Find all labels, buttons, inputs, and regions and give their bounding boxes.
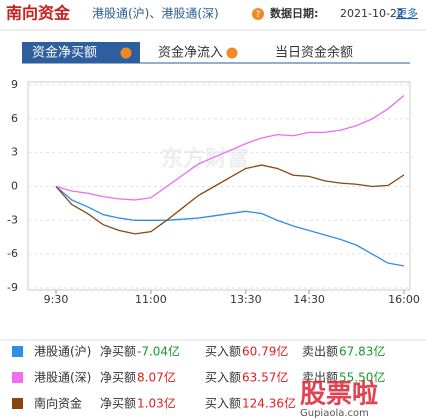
series-line <box>55 164 405 235</box>
date: 2021-10-22 <box>340 7 404 20</box>
x-tick-label: 16:00 <box>388 293 420 306</box>
legend-swatch <box>12 372 23 383</box>
y-tick-label: 3 <box>11 146 18 159</box>
x-tick-label: 13:30 <box>230 293 262 306</box>
subtitle: 港股通(沪)、港股通(深) <box>92 7 219 21</box>
watermark: 东方财富 <box>161 146 249 172</box>
buy-value: 60.79亿 <box>242 344 288 359</box>
legend-name: 南向资金 <box>34 396 82 411</box>
y-tick-label: 0 <box>11 180 18 193</box>
tab[interactable]: 资金净买额 <box>32 45 97 61</box>
legend-swatch <box>12 398 23 409</box>
net-label: 净买额 <box>100 397 136 411</box>
site-watermark: 股票啦 <box>300 379 378 410</box>
title: 南向资金 <box>6 4 71 23</box>
help-icon[interactable] <box>120 47 132 59</box>
x-tick-label: 9:30 <box>44 293 69 306</box>
legend-name: 港股通(沪) <box>34 345 91 359</box>
net-value: 1.03亿 <box>137 396 176 411</box>
net-label: 净买额 <box>100 371 136 385</box>
buy-label: 买入额 <box>205 371 241 385</box>
y-tick-label: 6 <box>11 112 18 125</box>
buy-value: 124.36亿 <box>242 396 296 411</box>
help-mark: ? <box>256 10 261 20</box>
net-value: 8.07亿 <box>137 370 176 385</box>
buy-label: 买入额 <box>205 345 241 359</box>
tab[interactable]: 资金净流入 <box>158 45 223 61</box>
legend-swatch <box>12 346 23 357</box>
y-tick-label: -9 <box>7 281 18 294</box>
y-tick-label: -3 <box>7 213 18 226</box>
sell-value: 55.50亿 <box>339 370 385 385</box>
x-tick-label: 14:30 <box>293 293 325 306</box>
sell-label: 卖出额 <box>302 371 338 385</box>
y-tick-label: 9 <box>11 78 18 91</box>
y-tick-label: -6 <box>7 247 18 260</box>
date-label: 数据日期: <box>270 6 318 20</box>
active-tab[interactable] <box>22 42 140 63</box>
x-tick-label: 11:00 <box>135 293 167 306</box>
tab[interactable]: 当日资金余额 <box>275 45 353 61</box>
sell-label: 卖出额 <box>302 345 338 359</box>
buy-label: 买入额 <box>205 397 241 411</box>
net-value: -7.04亿 <box>137 344 180 359</box>
buy-value: 63.57亿 <box>242 370 288 385</box>
more-link[interactable]: 更多 <box>396 6 418 20</box>
legend-name: 港股通(深) <box>34 371 91 385</box>
series-line <box>55 94 405 201</box>
sell-value: 67.83亿 <box>339 344 385 359</box>
net-label: 净买额 <box>100 345 136 359</box>
help-icon[interactable] <box>252 8 264 20</box>
site-watermark-url: Gupiaola.com <box>300 408 369 419</box>
help-icon[interactable] <box>226 47 238 59</box>
series-line <box>55 186 405 267</box>
